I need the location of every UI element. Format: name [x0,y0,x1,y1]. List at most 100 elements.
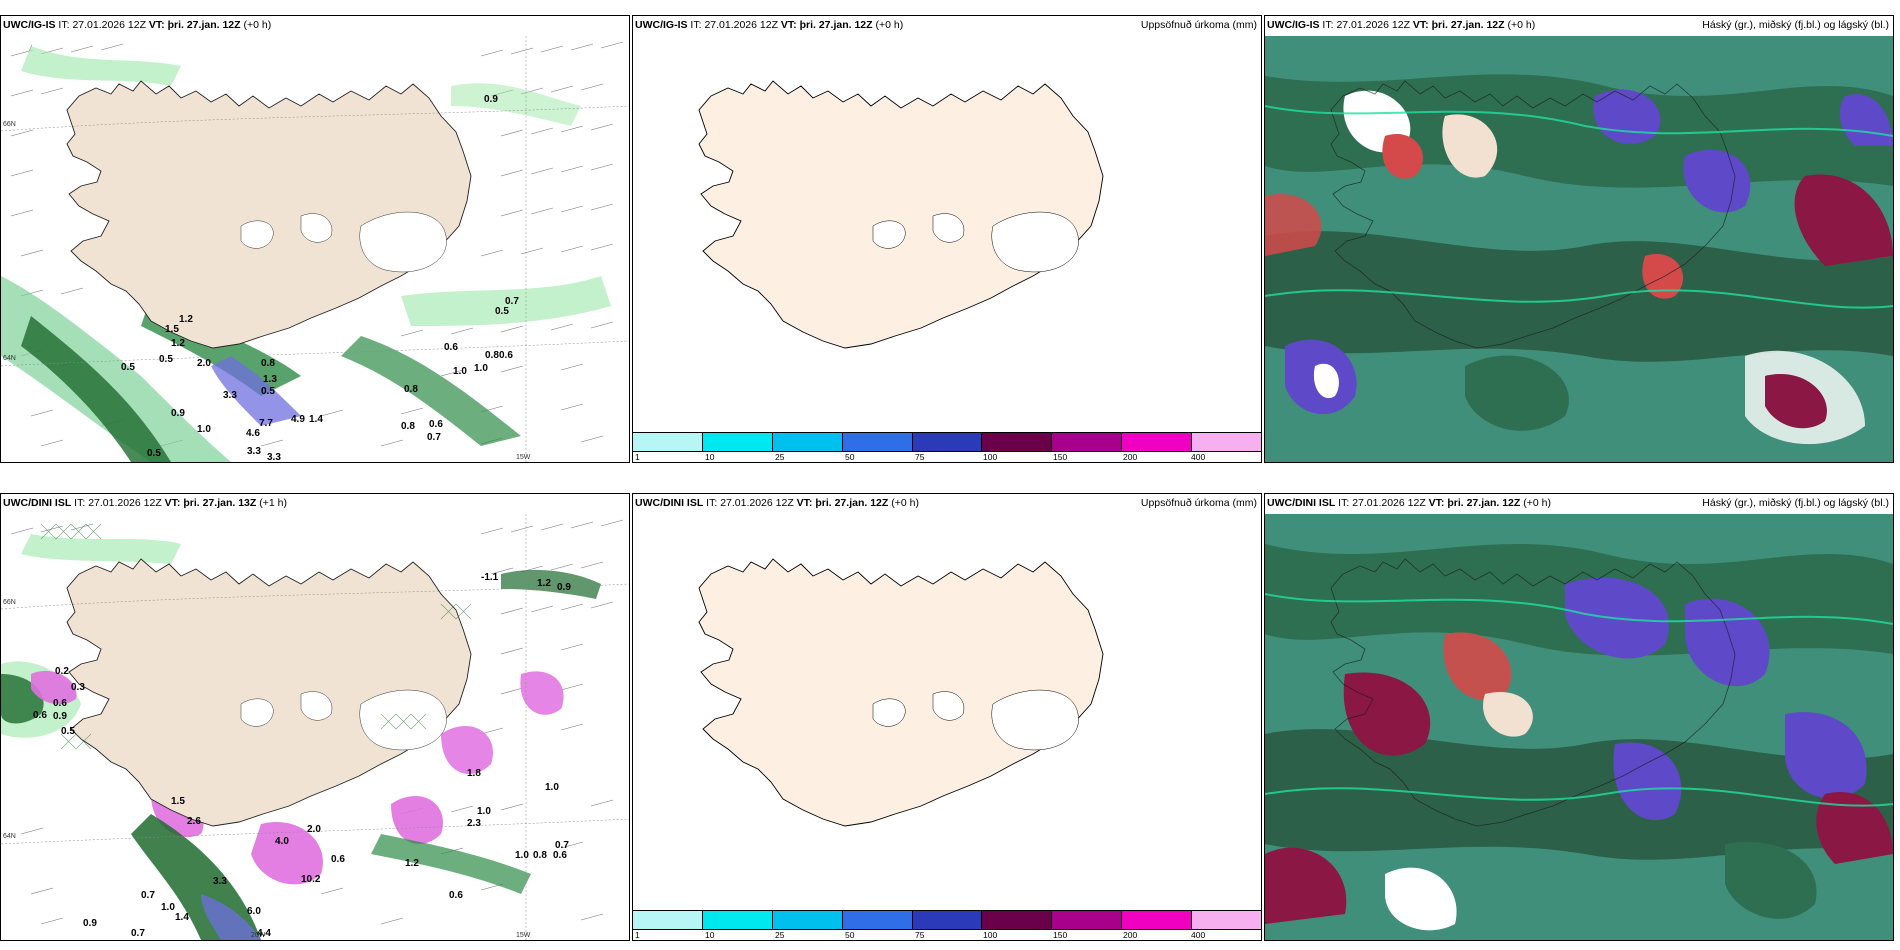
legend-swatch [633,433,703,451]
map-svg [1265,514,1893,940]
svg-text:3.3: 3.3 [267,452,281,462]
svg-text:1.0: 1.0 [453,366,467,377]
map-clouds [1265,514,1893,940]
map-accum-precip [633,36,1261,432]
legend-tick: 400 [1191,452,1206,462]
legend-tick: 10 [705,930,715,940]
map-wind-precip: 66N 64N 15W 20W -1.1 1.2 0.9 0.2 0.3 0.6… [1,514,629,940]
svg-text:1.0: 1.0 [515,850,529,861]
svg-text:4.6: 4.6 [246,428,260,439]
hatching [40,523,472,750]
svg-text:0.5: 0.5 [261,386,275,397]
legend-tick: 75 [915,930,925,940]
svg-text:1.0: 1.0 [477,806,491,817]
legend-tick: 150 [1053,452,1068,462]
svg-text:0.6: 0.6 [499,350,513,361]
glaciers [240,211,447,273]
panel-dini-accum-precip: UWC/DINI ISL IT: 27.01.2026 12Z VT: þri.… [632,493,1262,941]
legend-tick: 1 [635,452,640,462]
svg-text:1.4: 1.4 [175,912,189,923]
legend-tick: 1 [635,930,640,940]
svg-text:0.7: 0.7 [427,432,441,443]
map-clouds [1265,36,1893,462]
map-svg: 66N 64N 15W 20W -1.1 1.2 0.9 0.2 0.3 0.6… [1,514,629,940]
panel-ig-is-clouds: UWC/IG-IS IT: 27.01.2026 12Z VT: þri. 27… [1264,15,1894,463]
svg-text:2.3: 2.3 [467,818,481,829]
svg-text:0.5: 0.5 [147,448,161,459]
precip-shading [1,534,601,940]
svg-text:0.5: 0.5 [121,362,135,373]
svg-text:0.6: 0.6 [53,698,67,709]
svg-text:1.2: 1.2 [179,314,193,325]
legend-tick: 10 [705,452,715,462]
svg-text:15W: 15W [516,932,531,939]
wind-barbs [10,41,624,447]
svg-text:0.6: 0.6 [444,342,458,353]
map-svg [1265,36,1893,462]
svg-text:2.0: 2.0 [307,824,321,835]
svg-text:3.3: 3.3 [247,446,261,457]
svg-text:0.9: 0.9 [557,582,571,593]
legend-swatch [1122,433,1193,451]
glaciers [872,211,1079,273]
svg-text:0.7: 0.7 [505,296,519,307]
panel-right-label: Háský (gr.), miðský (fj.bl.) og lágský (… [1702,497,1889,509]
legend-tick: 100 [983,452,998,462]
legend-swatch [1192,911,1261,929]
svg-text:0.8: 0.8 [404,384,418,395]
legend-swatch [772,433,843,451]
svg-text:4.0: 4.0 [275,836,289,847]
svg-text:1.0: 1.0 [197,424,211,435]
svg-text:10.2: 10.2 [301,874,321,885]
svg-text:0.8: 0.8 [485,350,499,361]
legend-swatch [702,911,773,929]
svg-text:7.7: 7.7 [259,418,273,429]
legend-tick: 200 [1123,452,1138,462]
svg-text:2.6: 2.6 [187,816,201,827]
panel-dini-wind-precip: UWC/DINI ISL IT: 27.01.2026 12Z VT: þri.… [0,493,630,941]
svg-text:0.5: 0.5 [495,306,509,317]
legend-tick: 25 [775,452,785,462]
legend-tick: 75 [915,452,925,462]
svg-text:0.8: 0.8 [401,421,415,432]
svg-text:0.6: 0.6 [449,890,463,901]
glaciers [240,689,447,751]
svg-text:0.7: 0.7 [141,890,155,901]
svg-text:4.4: 4.4 [257,928,271,939]
svg-text:0.5: 0.5 [159,354,173,365]
svg-text:0.6: 0.6 [429,419,443,430]
panel-ig-is-accum-precip: UWC/IG-IS IT: 27.01.2026 12Z VT: þri. 27… [632,15,1262,463]
svg-text:0.8: 0.8 [533,850,547,861]
svg-text:20W: 20W [251,932,266,939]
svg-text:0.9: 0.9 [53,711,67,722]
legend-swatch [633,911,703,929]
legend-tick: 150 [1053,930,1068,940]
svg-text:1.0: 1.0 [545,782,559,793]
precip-legend [633,432,1261,452]
legend-swatch [842,433,913,451]
svg-text:1.4: 1.4 [309,414,323,425]
map-svg: 66N 64N 15W 0.9 0.7 0.5 0.6 0.8 0.6 1.0 … [1,36,629,462]
svg-text:3.3: 3.3 [213,876,227,887]
precip-values: 0.9 0.7 0.5 0.6 0.8 0.6 1.0 1.0 0.8 1.2 … [121,94,519,462]
svg-text:1.5: 1.5 [165,324,179,335]
panel-header: UWC/IG-IS IT: 27.01.2026 12Z VT: þri. 27… [3,19,272,31]
legend-swatch [1122,911,1193,929]
svg-text:1.0: 1.0 [161,902,175,913]
legend-swatch [1192,433,1261,451]
panel-dini-clouds: UWC/DINI ISL IT: 27.01.2026 12Z VT: þri.… [1264,493,1894,941]
svg-text:0.8: 0.8 [261,358,275,369]
svg-text:6.0: 6.0 [247,906,261,917]
glaciers [872,689,1079,751]
svg-text:1.2: 1.2 [405,858,419,869]
map-wind-precip: 66N 64N 15W 0.9 0.7 0.5 0.6 0.8 0.6 1.0 … [1,36,629,462]
svg-text:1.2: 1.2 [171,338,185,349]
svg-text:66N: 66N [3,599,16,606]
panel-header: UWC/IG-IS IT: 27.01.2026 12Z VT: þri. 27… [1267,19,1536,31]
legend-swatch [702,433,773,451]
legend-swatch [912,911,983,929]
legend-swatch [982,433,1053,451]
panel-right-label: Uppsöfnuð úrkoma (mm) [1140,19,1257,31]
panel-ig-is-wind-precip: UWC/IG-IS IT: 27.01.2026 12Z VT: þri. 27… [0,15,630,463]
panel-header: UWC/DINI ISL IT: 27.01.2026 12Z VT: þri.… [1267,497,1551,509]
